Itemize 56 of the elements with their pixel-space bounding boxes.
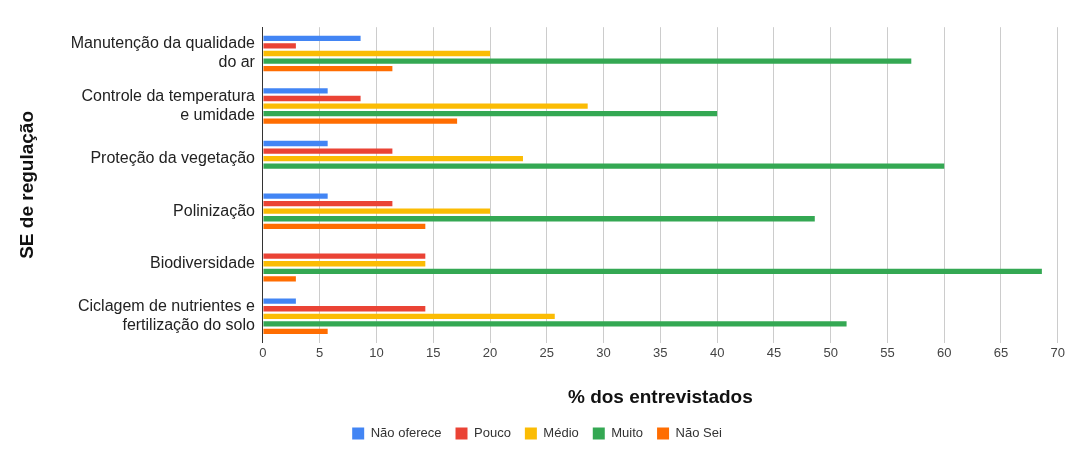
bar (263, 95, 361, 102)
bar (263, 208, 491, 214)
bar (263, 276, 296, 282)
bar (263, 253, 426, 259)
x-tick-label: 30 (596, 344, 611, 360)
bar (263, 110, 718, 117)
bar (263, 118, 458, 124)
x-tick-label: 45 (766, 344, 782, 360)
y-tick-label: Proteção da vegetação (90, 149, 256, 167)
x-tick-label: 70 (1050, 344, 1065, 360)
x-tick-label: 50 (823, 344, 838, 360)
bar (263, 298, 296, 304)
bar (263, 58, 912, 64)
bar (263, 268, 1042, 274)
legend-label: Não oferece (370, 425, 442, 441)
y-axis-title: SE de regulação (15, 110, 37, 259)
bar (263, 35, 361, 41)
bar (263, 328, 328, 335)
legend-label: Médio (543, 425, 579, 441)
x-tick-label: 5 (316, 344, 324, 360)
x-tick-label: 35 (653, 344, 668, 360)
x-tick-label: 65 (993, 344, 1009, 360)
y-tick-label: Controle da temperatura e umidade (81, 86, 256, 124)
bar (263, 43, 296, 49)
bar (263, 193, 328, 199)
bar (263, 163, 945, 169)
bar (263, 313, 555, 319)
x-tick-label: 20 (482, 344, 498, 360)
bar (263, 50, 491, 57)
bar (263, 216, 815, 222)
bar (263, 306, 426, 312)
bar (263, 155, 523, 162)
x-tick-label: 55 (880, 344, 895, 360)
bar (263, 200, 393, 207)
bar (263, 88, 328, 94)
x-tick-label: 0 (259, 344, 267, 360)
bar (263, 321, 847, 327)
x-axis-title: % dos entrevistados (567, 385, 753, 407)
legend-label: Não Sei (675, 425, 722, 441)
x-tick-label: 15 (426, 344, 441, 360)
legend-label: Pouco (474, 425, 511, 441)
y-tick-label: Manutenção da qualidade do ar (70, 34, 256, 71)
bar (263, 65, 393, 72)
bar (263, 148, 393, 154)
bar (263, 103, 588, 109)
bar (263, 140, 328, 147)
x-tick-label: 25 (539, 344, 555, 360)
x-tick-label: 40 (709, 344, 725, 360)
y-tick-label: Polinização (173, 201, 256, 219)
y-tick-label: Biodiversidade (150, 254, 256, 272)
x-tick-label: 60 (936, 344, 952, 360)
x-tick-label: 10 (369, 344, 384, 360)
bar (263, 261, 426, 267)
bar (263, 223, 426, 229)
legend-label: Muito (611, 425, 644, 441)
y-tick-label: Ciclagem de nutrientes e fertilização do solo (77, 297, 256, 334)
